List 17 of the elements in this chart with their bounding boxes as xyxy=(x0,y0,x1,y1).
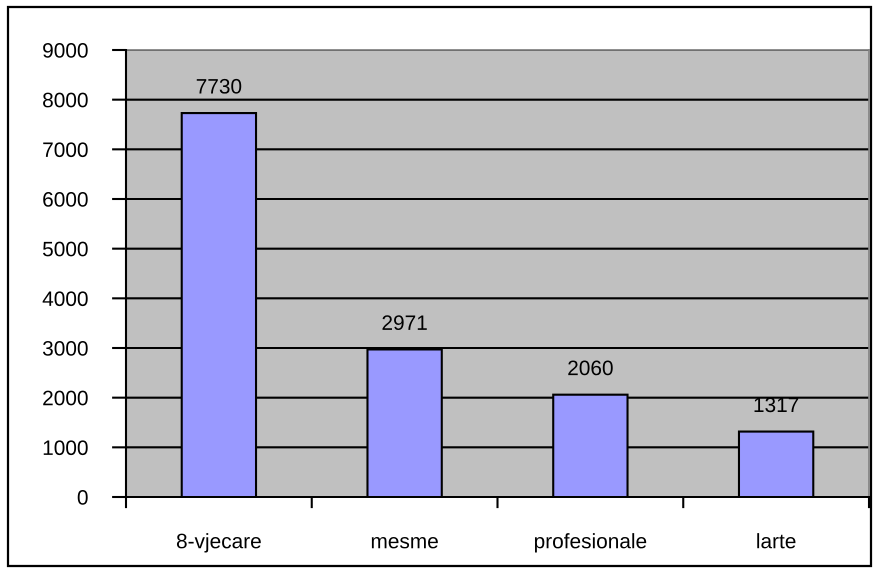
y-tick-label: 6000 xyxy=(43,192,88,207)
y-tick-label: 5000 xyxy=(42,242,88,256)
data-label: 2971 xyxy=(382,315,427,330)
x-tick-label: 8-vjecare xyxy=(176,533,261,553)
data-label: 7730 xyxy=(196,78,242,94)
x-tick-label: profesionale xyxy=(534,533,646,553)
y-tick-label: 3000 xyxy=(42,341,88,356)
y-tick-label: 0 xyxy=(78,490,88,505)
y-tick-label: 1000 xyxy=(44,440,88,456)
x-tick-label: mesme xyxy=(372,537,438,548)
y-tick-label: 4000 xyxy=(42,291,88,306)
y-tick-label: 8000 xyxy=(43,92,88,108)
y-tick-label: 9000 xyxy=(43,43,88,58)
y-tick-label: 2000 xyxy=(43,390,88,406)
x-tick-label: larte xyxy=(757,533,796,548)
y-tick-label: 7000 xyxy=(43,142,88,158)
data-label: 2060 xyxy=(568,360,613,376)
